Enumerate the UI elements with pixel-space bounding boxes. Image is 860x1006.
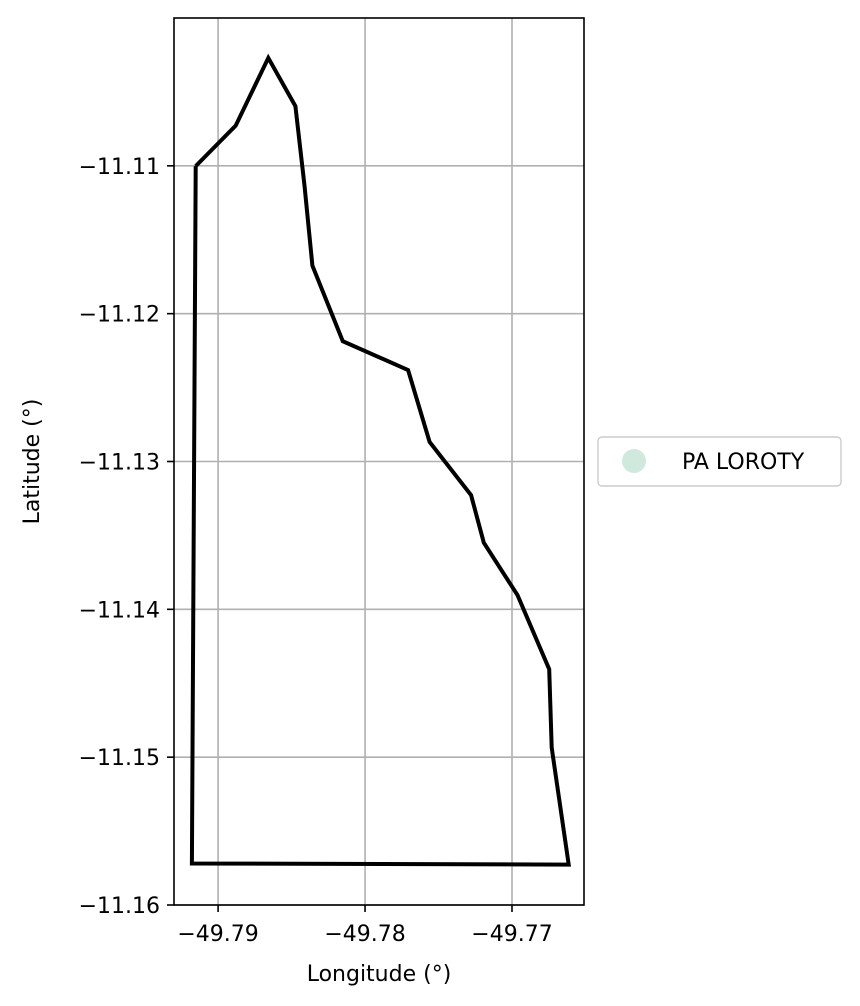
y-tick-label: −11.16	[79, 894, 160, 919]
y-tick-label: −11.15	[79, 746, 160, 771]
legend: PA LOROTY	[597, 436, 842, 487]
grid-lines	[174, 18, 584, 906]
boundary-layer	[189, 53, 572, 867]
tick-marks: −49.79 −49.78 −49.77 −11.11 −11.12 −11.13 −11.…	[79, 155, 553, 947]
y-tick-label: −11.12	[79, 303, 160, 328]
x-tick-label: −49.77	[471, 922, 552, 947]
x-tick-label: −49.78	[324, 922, 405, 947]
x-axis-label: Longitude (°)	[307, 962, 452, 987]
y-tick-label: −11.14	[79, 598, 160, 623]
legend-marker	[622, 449, 646, 473]
legend-label: PA LOROTY	[682, 450, 805, 475]
y-tick-label: −11.13	[79, 451, 160, 476]
legend-box	[597, 436, 842, 487]
boundary-polygon	[189, 53, 572, 867]
y-axis-label: Latitude (°)	[20, 399, 45, 525]
y-tick-label: −11.11	[79, 155, 160, 180]
x-tick-label: −49.79	[177, 922, 258, 947]
